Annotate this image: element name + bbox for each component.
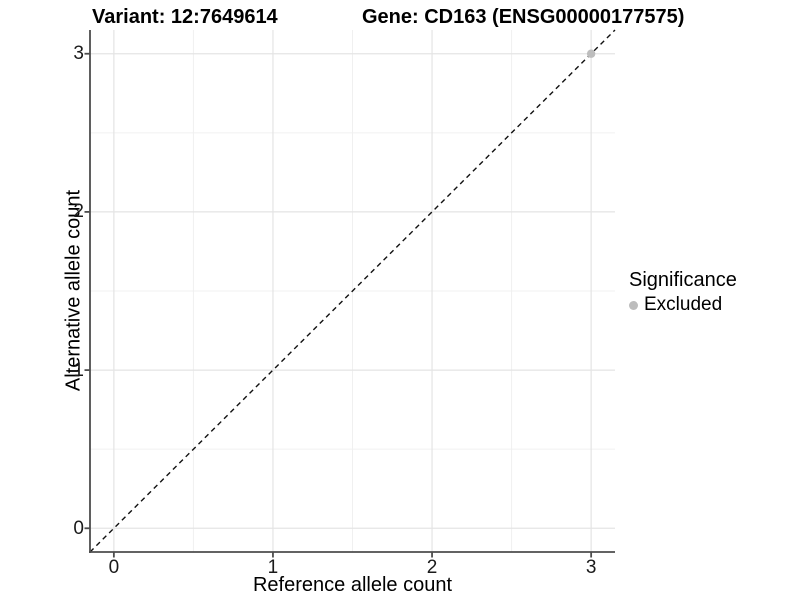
y-tick-label: 2: [73, 201, 84, 223]
y-axis-title: Alternative allele count: [62, 189, 85, 392]
variant-title: Variant: 12:7649614: [92, 6, 278, 28]
x-tick-label: 1: [267, 557, 279, 578]
legend-item-excluded: Excluded: [629, 294, 737, 316]
y-tick-label: 0: [73, 517, 84, 539]
legend-item-label: Excluded: [644, 294, 723, 315]
x-axis-title: Reference allele count: [252, 574, 452, 596]
gene-title: Gene: CD163 (ENSG00000177575): [362, 6, 685, 28]
y-tick-label: 3: [73, 43, 84, 65]
legend-title: Significance: [629, 269, 737, 291]
identity-line: [89, 29, 616, 553]
excluded-point-icon: [629, 300, 638, 310]
data-point: [586, 49, 596, 58]
x-tick-label: 0: [108, 557, 120, 578]
x-tick-label: 2: [426, 557, 438, 578]
y-tick-label: 1: [73, 359, 84, 381]
x-tick-label: 3: [585, 557, 597, 578]
legend: Significance Excluded: [629, 269, 737, 316]
